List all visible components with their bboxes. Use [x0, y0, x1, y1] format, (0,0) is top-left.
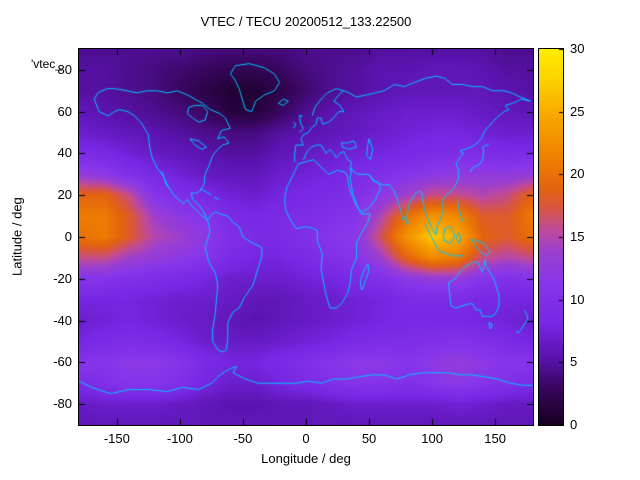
plot-area	[78, 48, 534, 426]
x-tick-label: 100	[421, 431, 443, 446]
y-tick-label: 20	[57, 187, 72, 203]
y-tick-label: 0	[64, 229, 72, 244]
heatmap-canvas	[79, 49, 533, 425]
y-tick-label: -20	[53, 270, 72, 286]
x-tick-label: -50	[233, 431, 253, 446]
colorbar-tick-label: 20	[570, 166, 585, 182]
x-tick-label: -100	[166, 431, 193, 446]
colorbar-tick-label: 5	[570, 354, 578, 370]
y-tick-label: -40	[53, 312, 72, 328]
colorbar-tick-label: 0	[570, 417, 578, 432]
colorbar-tick-label: 25	[570, 103, 585, 119]
y-tick-label: 60	[57, 103, 72, 119]
x-tick-label: 50	[361, 431, 377, 446]
x-axis-label: Longitude / deg	[261, 451, 351, 466]
colorbar-tick-label: 30	[570, 41, 585, 56]
colorbar-canvas	[539, 49, 563, 425]
y-tick-label: -60	[53, 354, 72, 370]
colorbar	[538, 48, 564, 426]
y-tick-label: -80	[53, 396, 72, 412]
x-tick-label: 0	[302, 431, 310, 446]
colorbar-tick-label: 15	[570, 229, 585, 244]
chart-title: VTEC / TECU 20200512_133.22500	[200, 14, 412, 29]
y-tick-label: 40	[57, 145, 72, 161]
colorbar-tick-label: 10	[570, 291, 585, 307]
x-tick-label: -150	[103, 431, 130, 446]
x-tick-label: 150	[484, 431, 507, 446]
y-tick-label: 80	[57, 61, 72, 77]
legend-stray-label: 'vtec_	[31, 57, 62, 71]
